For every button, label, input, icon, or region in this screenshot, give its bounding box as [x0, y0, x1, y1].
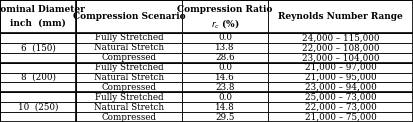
Bar: [182, 92, 268, 102]
Text: 28.6: 28.6: [215, 53, 235, 62]
Bar: [182, 82, 268, 92]
Text: 21,000 – 97,000: 21,000 – 97,000: [305, 63, 377, 72]
Bar: [268, 112, 413, 122]
Text: 22,000 – 73,000: 22,000 – 73,000: [305, 103, 377, 112]
Bar: [0, 0, 76, 33]
Bar: [0, 102, 76, 112]
Text: Natural Stretch: Natural Stretch: [94, 103, 164, 112]
Bar: [268, 0, 413, 33]
Text: Compression Scenario: Compression Scenario: [73, 12, 185, 21]
Text: 14.6: 14.6: [215, 73, 235, 82]
Bar: [268, 72, 413, 82]
Bar: [182, 33, 268, 43]
Bar: [0, 53, 76, 63]
Bar: [182, 72, 268, 82]
Text: 8  (200): 8 (200): [21, 73, 56, 82]
Text: 22,000 – 108,000: 22,000 – 108,000: [302, 43, 380, 52]
Bar: [268, 33, 413, 43]
Bar: [268, 92, 413, 102]
Bar: [0, 92, 76, 102]
Text: 23,000 – 94,000: 23,000 – 94,000: [305, 83, 377, 92]
Text: Nominal Diameter: Nominal Diameter: [0, 5, 85, 14]
Text: Fully Stretched: Fully Stretched: [95, 93, 164, 102]
Bar: [182, 63, 268, 72]
Text: 25,000 – 73,000: 25,000 – 73,000: [305, 93, 377, 102]
Bar: [0, 33, 76, 43]
Bar: [268, 63, 413, 72]
Bar: [76, 82, 182, 92]
Bar: [0, 112, 76, 122]
Text: 21,000 – 75,000: 21,000 – 75,000: [305, 113, 377, 122]
Bar: [76, 0, 182, 33]
Bar: [76, 72, 182, 82]
Text: inch  (mm): inch (mm): [10, 19, 66, 28]
Text: 0.0: 0.0: [218, 93, 232, 102]
Text: 21,000 – 95,000: 21,000 – 95,000: [305, 73, 377, 82]
Text: 0.0: 0.0: [218, 63, 232, 72]
Bar: [76, 63, 182, 72]
Bar: [268, 82, 413, 92]
Text: $r_c$ (%): $r_c$ (%): [211, 17, 240, 30]
Text: 10  (250): 10 (250): [18, 103, 59, 112]
Text: Compressed: Compressed: [102, 83, 157, 92]
Bar: [76, 53, 182, 63]
Bar: [182, 43, 268, 53]
Bar: [0, 82, 76, 92]
Bar: [76, 33, 182, 43]
Text: Compressed: Compressed: [102, 53, 157, 62]
Text: Compression Ratio: Compression Ratio: [178, 5, 273, 14]
Text: Natural Stretch: Natural Stretch: [94, 73, 164, 82]
Bar: [182, 102, 268, 112]
Text: 0.0: 0.0: [218, 33, 232, 42]
Text: Natural Stretch: Natural Stretch: [94, 43, 164, 52]
Bar: [76, 92, 182, 102]
Text: 23.8: 23.8: [215, 83, 235, 92]
Bar: [268, 43, 413, 53]
Text: 23,000 – 104,000: 23,000 – 104,000: [302, 53, 380, 62]
Bar: [76, 112, 182, 122]
Text: Fully Stretched: Fully Stretched: [95, 33, 164, 42]
Text: Compressed: Compressed: [102, 113, 157, 122]
Text: 24,000 – 115,000: 24,000 – 115,000: [302, 33, 380, 42]
Text: 29.5: 29.5: [216, 113, 235, 122]
Bar: [0, 63, 76, 72]
Bar: [76, 102, 182, 112]
Text: 14.8: 14.8: [215, 103, 235, 112]
Bar: [0, 43, 76, 53]
Bar: [0, 72, 76, 82]
Bar: [182, 53, 268, 63]
Bar: [268, 102, 413, 112]
Bar: [182, 0, 268, 33]
Text: 6  (150): 6 (150): [21, 43, 56, 52]
Text: 13.8: 13.8: [215, 43, 235, 52]
Text: Reynolds Number Range: Reynolds Number Range: [278, 12, 403, 21]
Text: Fully Stretched: Fully Stretched: [95, 63, 164, 72]
Bar: [76, 43, 182, 53]
Bar: [182, 112, 268, 122]
Bar: [268, 53, 413, 63]
